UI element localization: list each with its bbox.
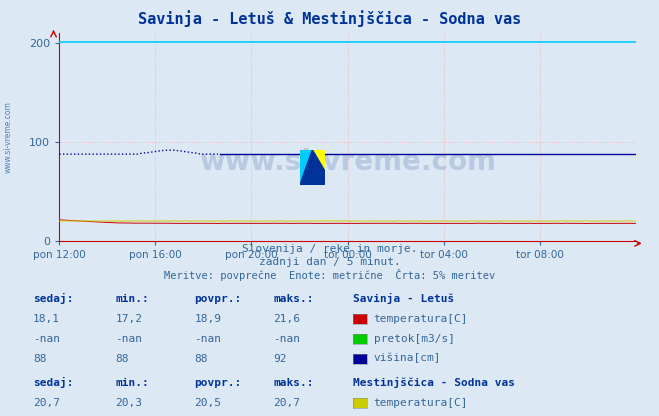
Text: 20,5: 20,5 bbox=[194, 398, 221, 408]
Text: -nan: -nan bbox=[194, 334, 221, 344]
Text: temperatura[C]: temperatura[C] bbox=[374, 398, 468, 408]
Text: -nan: -nan bbox=[33, 334, 60, 344]
Text: min.:: min.: bbox=[115, 378, 149, 388]
Text: 92: 92 bbox=[273, 354, 287, 364]
Polygon shape bbox=[300, 150, 325, 185]
Text: maks.:: maks.: bbox=[273, 378, 314, 388]
Text: 21,6: 21,6 bbox=[273, 314, 301, 324]
Text: povpr.:: povpr.: bbox=[194, 378, 242, 388]
Text: višina[cm]: višina[cm] bbox=[374, 353, 441, 364]
Text: 88: 88 bbox=[194, 354, 208, 364]
Text: 20,7: 20,7 bbox=[33, 398, 60, 408]
Polygon shape bbox=[300, 150, 312, 185]
Text: Savinja - Letuš & Mestinjščica - Sodna vas: Savinja - Letuš & Mestinjščica - Sodna v… bbox=[138, 10, 521, 27]
Text: Meritve: povprečne  Enote: metrične  Črta: 5% meritev: Meritve: povprečne Enote: metrične Črta:… bbox=[164, 269, 495, 281]
Text: www.si-vreme.com: www.si-vreme.com bbox=[3, 102, 13, 173]
Text: 20,7: 20,7 bbox=[273, 398, 301, 408]
Text: temperatura[C]: temperatura[C] bbox=[374, 314, 468, 324]
Text: 18,1: 18,1 bbox=[33, 314, 60, 324]
Text: povpr.:: povpr.: bbox=[194, 294, 242, 304]
Text: www.si-vreme.com: www.si-vreme.com bbox=[199, 148, 496, 176]
Text: Slovenija / reke in morje.: Slovenija / reke in morje. bbox=[242, 244, 417, 254]
Text: 18,9: 18,9 bbox=[194, 314, 221, 324]
Text: 20,3: 20,3 bbox=[115, 398, 142, 408]
Text: Savinja - Letuš: Savinja - Letuš bbox=[353, 292, 454, 304]
Text: min.:: min.: bbox=[115, 294, 149, 304]
Text: maks.:: maks.: bbox=[273, 294, 314, 304]
Text: 88: 88 bbox=[33, 354, 46, 364]
Text: sedaj:: sedaj: bbox=[33, 292, 73, 304]
Text: -nan: -nan bbox=[115, 334, 142, 344]
Text: pretok[m3/s]: pretok[m3/s] bbox=[374, 334, 455, 344]
Polygon shape bbox=[312, 150, 325, 171]
Text: -nan: -nan bbox=[273, 334, 301, 344]
Text: sedaj:: sedaj: bbox=[33, 376, 73, 388]
Text: Mestinjščica - Sodna vas: Mestinjščica - Sodna vas bbox=[353, 376, 515, 388]
Text: 88: 88 bbox=[115, 354, 129, 364]
Text: zadnji dan / 5 minut.: zadnji dan / 5 minut. bbox=[258, 258, 401, 267]
Text: 17,2: 17,2 bbox=[115, 314, 142, 324]
